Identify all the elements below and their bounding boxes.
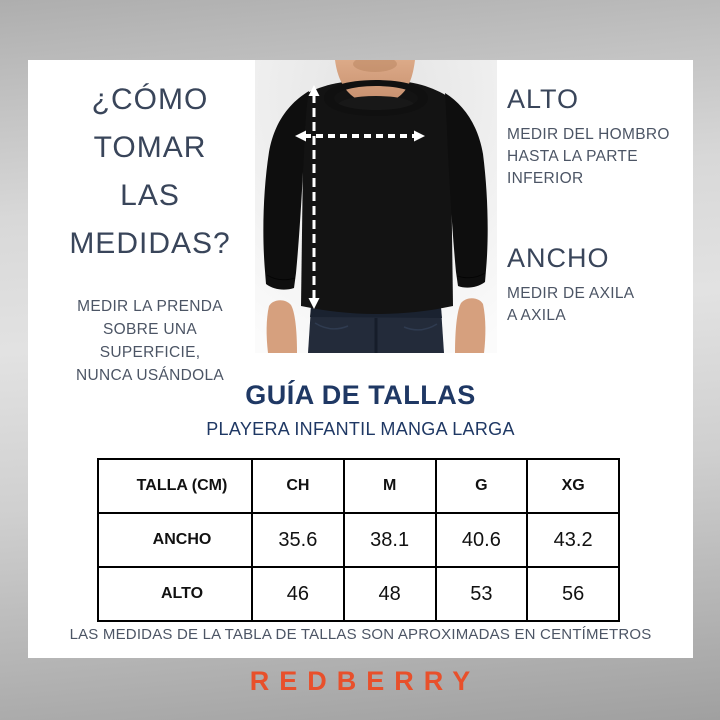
measure-note-line: NUNCA USÁNDOLA <box>75 367 225 384</box>
size-table-header-cell: CH <box>251 458 345 514</box>
size-table-header-cell: TALLA (CM) <box>97 458 253 514</box>
table-cell: 53 <box>434 566 529 622</box>
measure-note: MEDIR LA PRENDA SOBRE UNA SUPERFICIE, NU… <box>36 295 264 387</box>
alto-description: MEDIR DEL HOMBRO HASTA LA PARTE INFERIOR <box>507 124 689 190</box>
alto-definition: ALTO MEDIR DEL HOMBRO HASTA LA PARTE INF… <box>507 84 689 190</box>
size-table-header-row: TALLA (CM) CH M G XG <box>97 458 620 514</box>
size-guide-title: GUÍA DE TALLAS <box>245 380 476 410</box>
row-label: ANCHO <box>97 512 253 568</box>
how-to-measure-title-line2: LAS MEDIDAS? <box>69 179 231 260</box>
table-row: ANCHO 35.6 38.1 40.6 43.2 <box>97 512 620 568</box>
width-measure-arrow-icon <box>295 130 425 142</box>
measure-note-line: SUPERFICIE, <box>99 344 201 361</box>
table-cell: 43.2 <box>526 512 620 568</box>
ancho-description-line: MEDIR DE AXILA <box>507 285 635 302</box>
measure-definitions-panel: ALTO MEDIR DEL HOMBRO HASTA LA PARTE INF… <box>507 60 689 327</box>
how-to-measure-title-line1: ¿CÓMO TOMAR <box>91 83 209 164</box>
alto-description-line: MEDIR DEL HOMBRO <box>507 126 670 143</box>
ancho-description-line: A AXILA <box>507 307 566 324</box>
product-photo <box>255 56 497 353</box>
table-row: ALTO 46 48 53 56 <box>97 566 620 622</box>
measurements-disclaimer: LAS MEDIDAS DE LA TABLA DE TALLAS SON AP… <box>69 626 652 643</box>
row-label: ALTO <box>97 566 253 622</box>
size-table-header-cell: XG <box>526 458 620 514</box>
size-table-header-cell: G <box>434 458 529 514</box>
how-to-measure-panel: ¿CÓMO TOMAR LAS MEDIDAS? MEDIR LA PRENDA… <box>36 76 264 387</box>
right-hand <box>455 298 486 353</box>
table-cell: 40.6 <box>434 512 529 568</box>
size-table-header-cell: M <box>342 458 437 514</box>
height-measure-arrow-icon <box>308 85 320 309</box>
brand-logo: REDBERRY <box>249 666 481 696</box>
table-cell: 35.6 <box>251 512 345 568</box>
table-cell: 38.1 <box>342 512 437 568</box>
alto-description-line: INFERIOR <box>507 170 584 187</box>
alto-description-line: HASTA LA PARTE <box>507 148 638 165</box>
ancho-title: ANCHO <box>507 243 610 273</box>
table-cell: 56 <box>526 566 620 622</box>
ancho-definition: ANCHO MEDIR DE AXILA A AXILA <box>507 243 689 327</box>
size-guide-card: ¿CÓMO TOMAR LAS MEDIDAS? MEDIR LA PRENDA… <box>28 56 693 658</box>
size-guide-subtitle: PLAYERA INFANTIL MANGA LARGA <box>206 419 515 439</box>
shirt-measure-illustration <box>255 56 497 353</box>
table-cell: 46 <box>251 566 345 622</box>
measure-note-line: MEDIR LA PRENDA <box>77 298 223 315</box>
size-table: TALLA (CM) CH M G XG ANCHO 35.6 38.1 40.… <box>97 458 620 622</box>
how-to-measure-title: ¿CÓMO TOMAR LAS MEDIDAS? <box>36 76 264 268</box>
ancho-description: MEDIR DE AXILA A AXILA <box>507 283 689 327</box>
measure-note-line: SOBRE UNA <box>103 321 197 338</box>
left-hand <box>266 300 297 353</box>
alto-title: ALTO <box>507 84 580 114</box>
table-cell: 48 <box>342 566 437 622</box>
